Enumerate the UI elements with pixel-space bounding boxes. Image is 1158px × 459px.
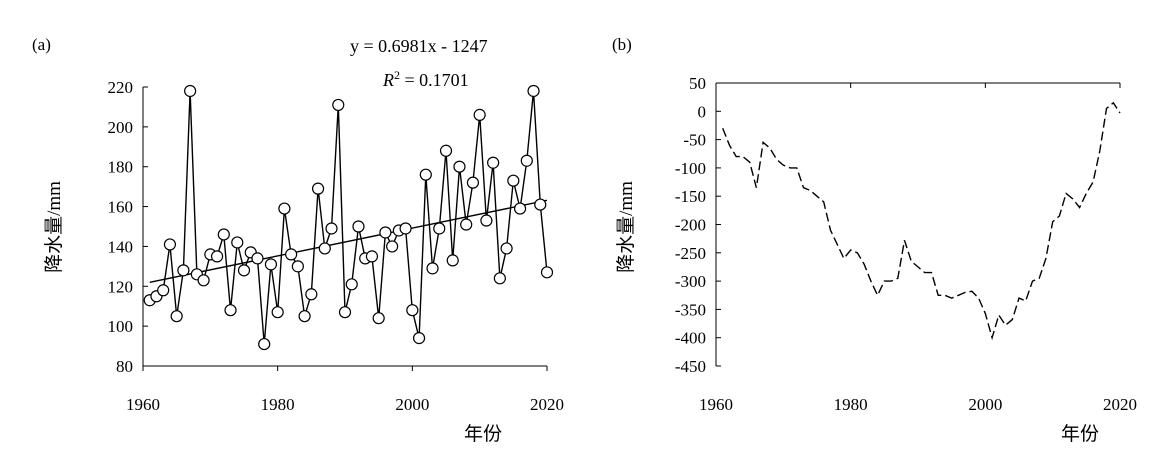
y-tick-label: 220 — [108, 78, 134, 97]
x-tick-label: 1980 — [834, 395, 868, 414]
y-tick-label: 180 — [108, 158, 134, 177]
x-tick-label: 2020 — [530, 395, 564, 414]
data-point — [419, 168, 432, 181]
y-tick-label: -100 — [675, 159, 706, 178]
data-point — [507, 174, 520, 187]
data-point — [520, 154, 533, 167]
data-point — [325, 222, 338, 235]
panel-a: (a) y = 0.6981x - 1247 R2 = 0.1701 年份 降水… — [32, 35, 564, 445]
data-point — [251, 252, 264, 265]
panel-a-ylabel: 降水量/mm — [43, 181, 65, 273]
data-point — [345, 278, 358, 291]
y-tick-label: 50 — [689, 74, 706, 93]
data-point — [298, 310, 311, 323]
y-tick-label: -200 — [675, 216, 706, 235]
x-tick-label: 2000 — [968, 395, 1002, 414]
y-tick-label: -350 — [675, 300, 706, 319]
y-tick-label: -450 — [675, 357, 706, 376]
data-point — [487, 156, 500, 169]
data-point — [493, 272, 506, 285]
data-point — [453, 160, 466, 173]
data-point — [386, 240, 399, 253]
x-tick-label: 1960 — [126, 395, 160, 414]
panel-b: (b) 年份 降水量/mm 50 0 -50 -100 -150 -200 -250 -300… — [612, 35, 1137, 445]
y-tick-label: 100 — [108, 317, 134, 336]
data-point — [231, 236, 244, 249]
data-point — [412, 332, 426, 345]
data-point — [264, 258, 278, 271]
data-point — [426, 262, 439, 275]
r-squared-label: R2 = 0.1701 — [382, 68, 469, 90]
data-point — [285, 248, 298, 261]
x-tick-label: 1960 — [699, 395, 733, 414]
y-tick-label: 140 — [108, 237, 134, 256]
y-tick-label: 200 — [108, 118, 134, 137]
data-point — [318, 242, 331, 255]
x-tick-label: 2000 — [395, 395, 429, 414]
panel-b-label: (b) — [612, 35, 632, 54]
data-point — [271, 306, 284, 319]
panel-b-xlabel: 年份 — [1061, 423, 1099, 445]
data-point — [352, 220, 365, 233]
data-point — [446, 254, 459, 267]
y-tick-label: -300 — [675, 272, 706, 291]
y-tick-label: -50 — [683, 131, 706, 150]
x-tick-label: 2020 — [1103, 395, 1137, 414]
panel-a-xlabel: 年份 — [464, 423, 502, 445]
data-point — [237, 264, 251, 277]
data-point — [433, 222, 446, 235]
cumulative-anomaly-line — [722, 101, 1121, 341]
x-tick-label: 1980 — [261, 395, 295, 414]
data-point — [224, 304, 237, 317]
y-tick-label: 0 — [698, 102, 707, 121]
y-tick-label: 120 — [108, 277, 134, 296]
data-point — [513, 202, 527, 215]
data-point — [258, 337, 271, 351]
y-tick-label: -400 — [675, 329, 706, 348]
data-point — [439, 144, 453, 157]
y-tick-label: 160 — [108, 198, 134, 217]
data-point — [163, 238, 177, 251]
data-point — [332, 98, 345, 112]
data-point — [500, 242, 513, 255]
y-tick-label: -250 — [675, 244, 706, 263]
r-squared-symbol: R — [382, 70, 394, 90]
r-squared-value: = 0.1701 — [400, 70, 469, 90]
data-point — [291, 260, 304, 273]
data-point — [379, 226, 392, 239]
data-point — [540, 266, 554, 279]
y-tick-label: -150 — [675, 187, 706, 206]
data-point — [466, 176, 480, 189]
panel-a-label: (a) — [32, 35, 51, 54]
data-point — [311, 182, 325, 195]
data-point — [372, 312, 385, 325]
data-point — [278, 202, 291, 215]
r-squared-exponent: 2 — [394, 68, 400, 82]
data-point — [217, 228, 230, 241]
data-point — [365, 250, 379, 263]
data-point — [473, 108, 486, 122]
data-point — [210, 250, 224, 263]
data-point — [177, 264, 190, 277]
data-point — [338, 306, 352, 319]
data-point — [527, 84, 540, 98]
data-point — [534, 198, 547, 211]
data-point — [197, 274, 210, 287]
trend-line — [149, 199, 548, 284]
trend-equation: y = 0.6981x - 1247 — [350, 36, 488, 56]
y-tick-label: 80 — [116, 357, 133, 376]
data-point — [460, 218, 473, 231]
panel-b-ylabel: 降水量/mm — [615, 181, 637, 273]
data-point — [305, 288, 318, 301]
data-point — [170, 310, 183, 323]
data-point — [399, 222, 412, 235]
data-point — [157, 284, 170, 297]
data-point — [480, 214, 493, 227]
data-point — [406, 304, 419, 317]
data-point — [184, 84, 197, 98]
